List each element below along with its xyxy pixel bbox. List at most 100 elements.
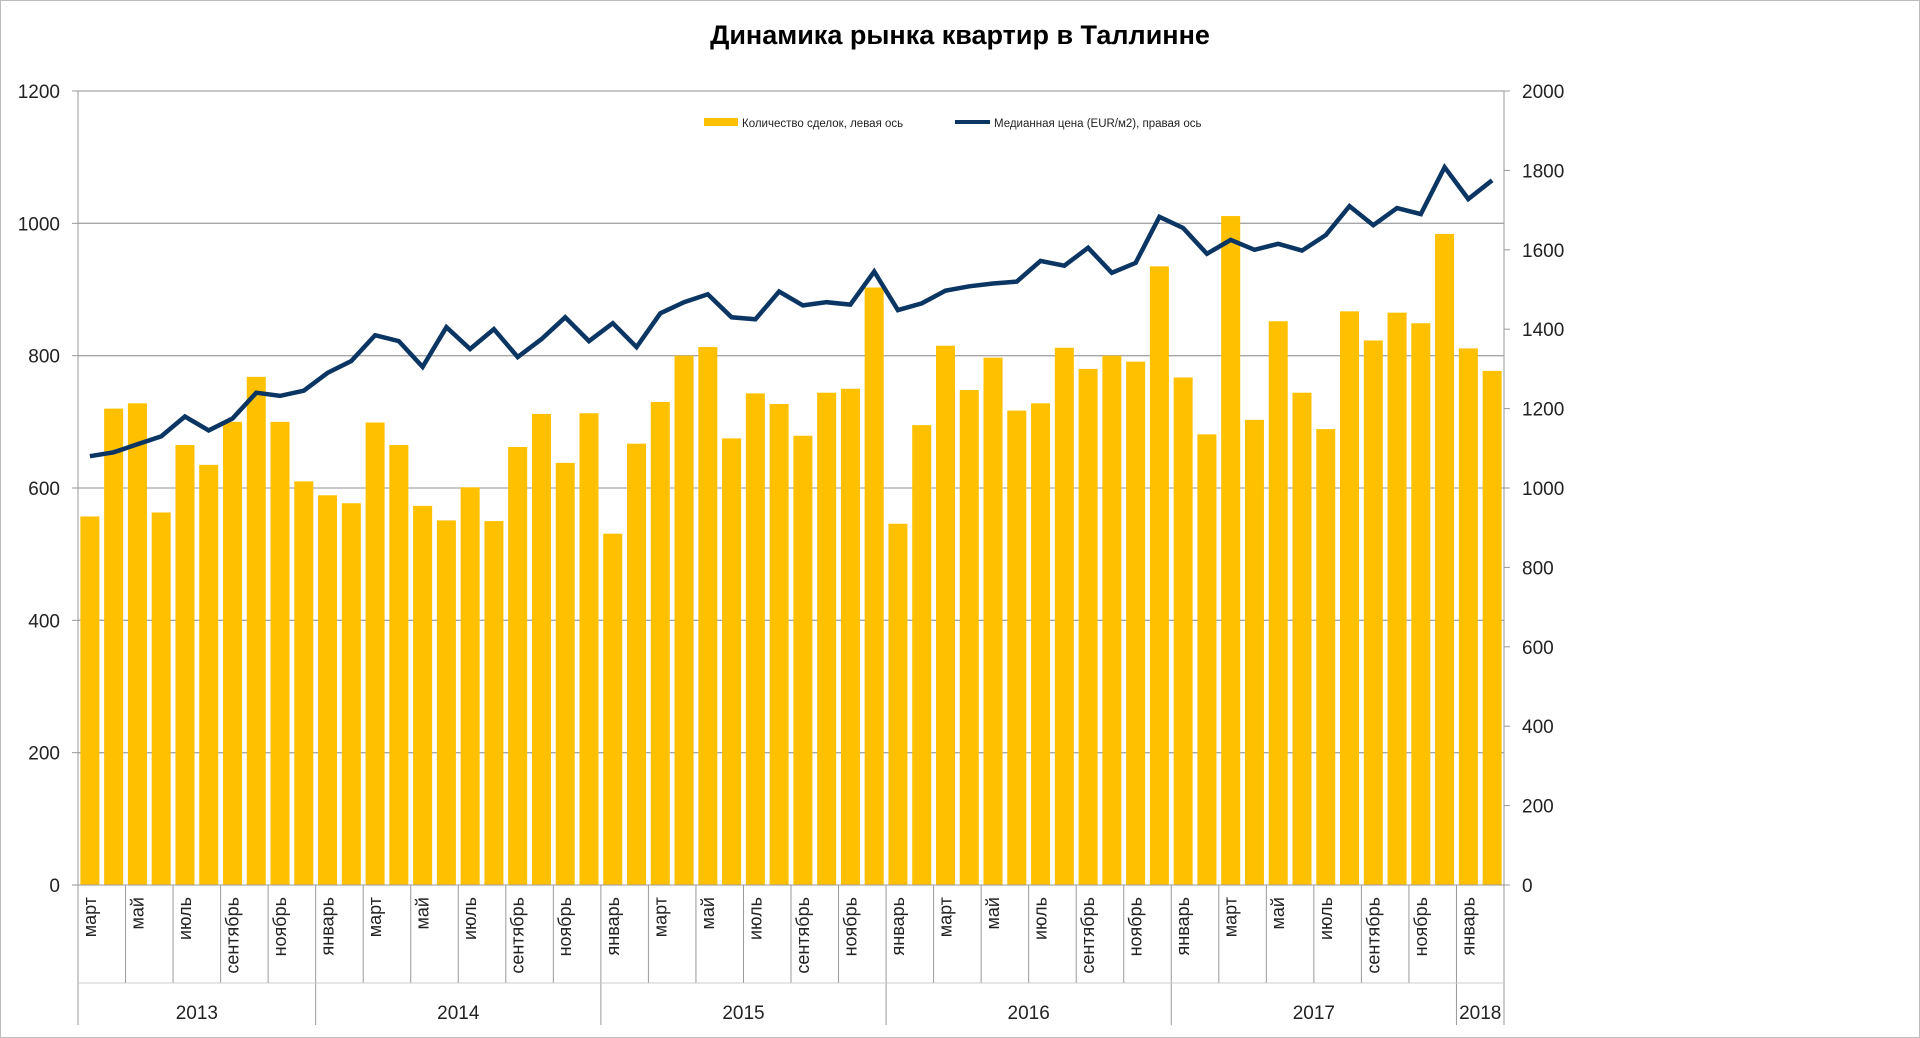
month-label: март — [650, 897, 670, 937]
bar — [627, 443, 647, 885]
bar — [1102, 355, 1122, 886]
month-label: июль — [175, 897, 195, 940]
bar — [769, 403, 789, 885]
bar — [222, 421, 242, 885]
month-label: ноябрь — [1411, 897, 1431, 956]
bar — [1482, 370, 1502, 885]
bar — [1387, 312, 1407, 885]
bar — [1126, 361, 1146, 885]
month-label: март — [935, 897, 955, 937]
bar — [1435, 233, 1455, 886]
left-axis-tick-label: 1000 — [18, 214, 60, 235]
bar — [151, 512, 171, 885]
year-label: 2016 — [1008, 1003, 1050, 1024]
bar — [722, 438, 742, 885]
bar — [793, 435, 813, 885]
bar — [959, 390, 979, 885]
left-axis-tick-label: 1200 — [18, 82, 60, 103]
bar — [864, 287, 884, 885]
bar — [1316, 429, 1336, 885]
bar — [1458, 348, 1478, 886]
bar — [436, 520, 456, 885]
bar — [341, 503, 361, 885]
bar — [1031, 403, 1051, 885]
bar — [1173, 377, 1193, 885]
bar — [127, 403, 147, 885]
price-line — [89, 162, 1494, 459]
legend-label-line: Медианная цена (EUR/м2), правая ось — [994, 118, 1201, 130]
bar — [1340, 311, 1360, 886]
month-label: сентябрь — [1078, 897, 1098, 974]
right-axis-tick-label: 1600 — [1522, 241, 1564, 262]
bar — [270, 421, 290, 885]
month-label: сентябрь — [1363, 897, 1383, 974]
month-label: июль — [745, 897, 765, 940]
right-axis-tick-label: 1400 — [1522, 320, 1564, 341]
legend-swatch-bars — [704, 118, 738, 126]
x-axis-labels: март май июль сентябрь ноябрь январь март май ию… — [77, 885, 1505, 1025]
bar — [484, 521, 504, 885]
bar — [318, 495, 338, 885]
month-label: ноябрь — [555, 897, 575, 956]
left-axis-tick-label: 0 — [49, 876, 60, 897]
bar — [104, 408, 124, 885]
bar — [840, 388, 860, 885]
right-axis-tick-label: 800 — [1522, 558, 1554, 579]
month-label: март — [80, 897, 100, 937]
right-axis-tick-label: 2000 — [1522, 82, 1564, 103]
gridlines — [78, 90, 1504, 754]
month-label: январь — [318, 897, 338, 955]
month-label: ноябрь — [270, 897, 290, 956]
month-label: июль — [1031, 897, 1051, 940]
month-label: май — [1268, 897, 1288, 929]
bar — [1078, 368, 1098, 885]
left-axis-tick-label: 800 — [28, 347, 60, 368]
year-label: 2015 — [722, 1003, 764, 1024]
month-label: март — [1221, 897, 1241, 937]
right-axis-tick-label: 1200 — [1522, 400, 1564, 421]
bar — [294, 481, 314, 885]
bar — [1268, 321, 1288, 885]
month-label: январь — [1173, 897, 1193, 955]
bar — [745, 393, 765, 885]
line-series — [89, 162, 1494, 459]
bar — [1197, 434, 1217, 885]
bar — [1411, 323, 1431, 885]
bar — [1244, 419, 1264, 885]
bar — [1054, 347, 1074, 885]
bar — [603, 533, 623, 885]
axes: 0 200 400 600 800 1000 1200 0 200 400 600 800 1000 12… — [18, 82, 1565, 897]
right-axis-tick-label: 1000 — [1522, 479, 1564, 500]
right-axis-tick-label: 1800 — [1522, 161, 1564, 182]
left-axis-tick-label: 200 — [28, 744, 60, 765]
bar — [531, 413, 551, 885]
bar — [1292, 392, 1312, 885]
month-label: июль — [1316, 897, 1336, 940]
bar — [389, 444, 409, 885]
bar — [650, 401, 670, 885]
left-axis-tick-label: 600 — [28, 479, 60, 500]
month-label: январь — [1458, 897, 1478, 955]
bar — [1363, 340, 1383, 885]
month-label: ноябрь — [1126, 897, 1146, 956]
bar — [1221, 216, 1241, 885]
year-label: 2017 — [1293, 1003, 1335, 1024]
right-axis-tick-label: 600 — [1522, 638, 1554, 659]
month-label: март — [365, 897, 385, 937]
bar — [508, 446, 528, 885]
bar — [983, 357, 1003, 885]
month-label: май — [413, 897, 433, 929]
year-label: 2018 — [1459, 1003, 1501, 1024]
month-label: сентябрь — [222, 897, 242, 974]
bar — [912, 425, 932, 885]
bar — [1149, 266, 1169, 885]
bar — [413, 505, 433, 885]
bar — [698, 347, 718, 885]
bar — [935, 345, 955, 885]
month-label: ноябрь — [840, 897, 860, 956]
month-label: январь — [603, 897, 623, 955]
month-label: сентябрь — [793, 897, 813, 974]
month-label: май — [983, 897, 1003, 929]
legend-label-bars: Количество сделок, левая ось — [742, 118, 903, 130]
